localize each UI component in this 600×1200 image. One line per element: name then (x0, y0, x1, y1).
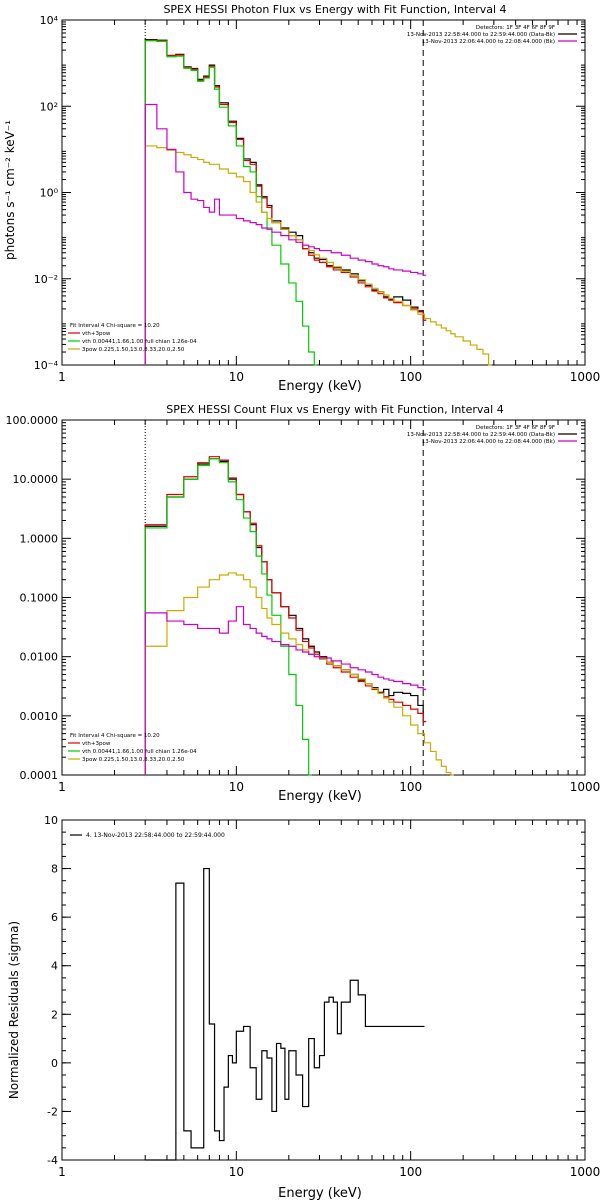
y-tick-label: -4 (47, 1154, 58, 1167)
legend-entry-text: Fit Interval 4 Chi-square = 10.20 (70, 733, 160, 739)
y-tick-label: 10⁰ (40, 187, 59, 200)
legend-entry-text: vth 0.00441,1.66,1.00 full chian 1.26e-0… (82, 339, 197, 345)
legend-entry-text: vth+3pow (82, 331, 111, 337)
legend-entry-text: 4. 13-Nov-2013 22:58:44.000 to 22:59:44.… (86, 832, 225, 839)
series-line (144, 456, 427, 775)
x-tick-label: 10 (229, 780, 244, 794)
x-tick-label: 10 (229, 370, 244, 384)
chart-title: SPEX HESSI Count Flux vs Energy with Fit… (166, 403, 503, 416)
y-tick-label: 0 (51, 1057, 58, 1070)
y-tick-label: -2 (47, 1105, 58, 1118)
y-tick-label: 10⁻⁴ (34, 359, 59, 372)
x-tick-label: 100 (399, 1165, 422, 1179)
y-tick-label: 0.0100 (20, 651, 59, 664)
legend-entry-text: vth+3pow (82, 741, 111, 747)
legend-entry-text: 13-Nov-2013 22:58:44.000 to 22:59:44.000… (407, 32, 555, 38)
y-tick-label: 10⁴ (40, 14, 59, 27)
y-tick-label: 4 (51, 960, 58, 973)
plot-frame (61, 819, 586, 1161)
x-tick-label: 1000 (570, 370, 600, 384)
series-line (144, 606, 427, 775)
y-tick-label: 0.0001 (20, 769, 59, 782)
legend-entry-text: Detectors: 1F 3F 4F 6F 8F 9F (476, 25, 555, 31)
series-line (144, 103, 427, 365)
legend-entry-text: Detectors: 1F 3F 4F 6F 8F 9F (476, 425, 555, 431)
y-tick-label: 10² (40, 100, 58, 113)
y-axis-label: photons s⁻¹ cm⁻² keV⁻¹ (3, 120, 17, 260)
legend-entry-text: vth 0.00441,1.66,1.00 full chian 1.26e-0… (82, 749, 197, 755)
residuals-panel: Energy (keV) Normalized Residuals (sigma… (7, 814, 600, 1200)
series-line (144, 39, 427, 365)
legend-entry-text: 13-Nov-2013 22:06:44.000 to 22:08:44.000… (422, 439, 555, 445)
plot-frame (61, 19, 586, 366)
x-tick-label: 1 (58, 780, 66, 794)
x-axis-label: Energy (keV) (278, 1186, 362, 1200)
x-tick-label: 1 (58, 1165, 66, 1179)
x-tick-label: 100 (399, 370, 422, 384)
y-tick-label: 1.0000 (20, 532, 59, 545)
y-tick-label: 10⁻² (34, 273, 58, 286)
legend-entry-text: 13-Nov-2013 22:58:44.000 to 22:59:44.000… (407, 432, 555, 438)
legend-entry-text: 3pow 0.225,1.50,13.0,8.33,20.0,2.50 (82, 347, 185, 353)
y-tick-label: 100.0000 (6, 414, 59, 427)
series-line (144, 39, 427, 365)
x-tick-label: 1000 (570, 780, 600, 794)
chart-title: SPEX HESSI Photon Flux vs Energy with Fi… (163, 3, 506, 16)
legend-entry-text: Fit Interval 4 Chi-square = 10.20 (70, 323, 160, 329)
count-flux-panel: SPEX HESSI Count Flux vs Energy with Fit… (6, 403, 600, 804)
legend-entry-text: 3pow 0.225,1.50,13.0,8.33,20.0,2.50 (82, 757, 185, 763)
x-tick-label: 100 (399, 780, 422, 794)
series-line (144, 458, 427, 775)
plot-frame (61, 419, 586, 776)
x-axis-label: Energy (keV) (278, 789, 362, 804)
y-tick-label: 0.0010 (20, 710, 59, 723)
series-line (144, 145, 492, 366)
y-tick-label: 0.1000 (20, 592, 59, 605)
y-axis-label: Normalized Residuals (sigma) (7, 921, 21, 1099)
y-tick-label: 8 (51, 863, 58, 876)
series-line (144, 458, 312, 776)
x-axis-label: Energy (keV) (278, 379, 362, 394)
legend-entry-text: 13-Nov-2013 22:06:44.000 to 22:08:44.000… (422, 39, 555, 45)
x-tick-label: 10 (229, 1165, 244, 1179)
series-line (145, 867, 425, 1161)
x-tick-label: 1 (58, 370, 66, 384)
y-tick-label: 2 (51, 1008, 58, 1021)
photon-flux-panel: SPEX HESSI Photon Flux vs Energy with Fi… (3, 3, 600, 394)
series-line (144, 572, 454, 776)
y-tick-label: 10.0000 (13, 473, 59, 486)
y-tick-label: 6 (51, 911, 58, 924)
series-line (144, 40, 318, 366)
y-tick-label: 10 (44, 814, 58, 827)
x-tick-label: 1000 (570, 1165, 600, 1179)
